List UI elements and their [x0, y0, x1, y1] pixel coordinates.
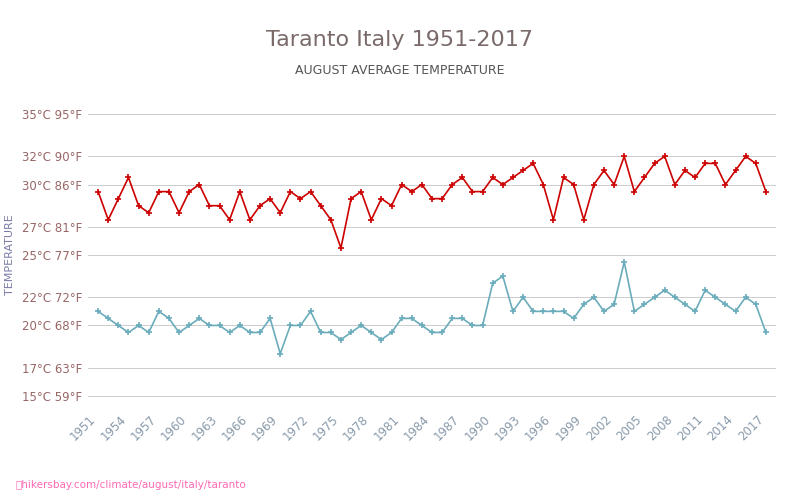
Y-axis label: TEMPERATURE: TEMPERATURE: [5, 214, 15, 296]
Text: Taranto Italy 1951-2017: Taranto Italy 1951-2017: [266, 30, 534, 50]
Text: AUGUST AVERAGE TEMPERATURE: AUGUST AVERAGE TEMPERATURE: [295, 64, 505, 76]
Text: 📍hikersbay.com/climate/august/italy/taranto: 📍hikersbay.com/climate/august/italy/tara…: [16, 480, 246, 490]
